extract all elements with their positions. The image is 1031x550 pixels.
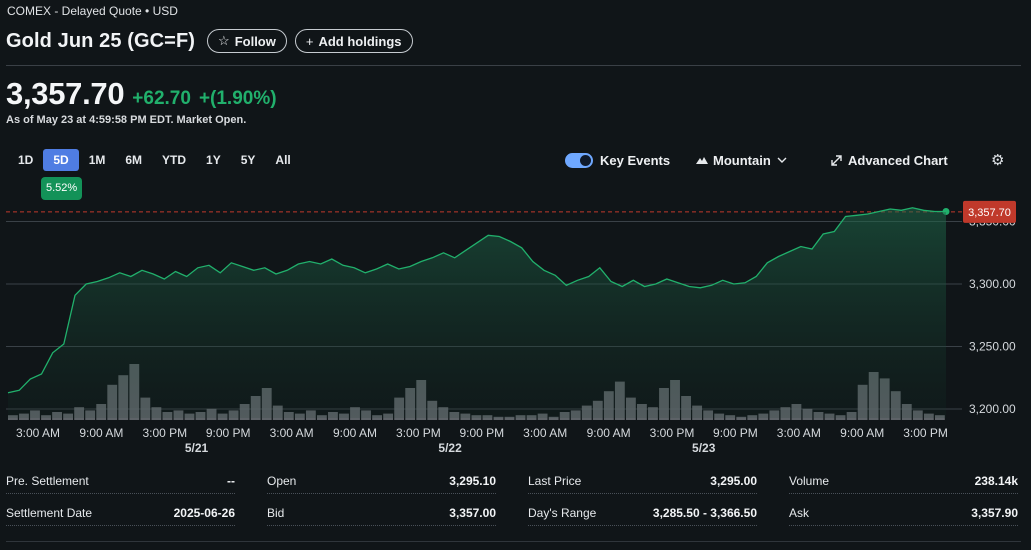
stat-ask: Ask 3,357.90 [789, 500, 1018, 526]
price-change: +62.70 [132, 88, 191, 109]
add-holdings-label: Add holdings [318, 33, 402, 49]
last-price-badge [963, 200, 1016, 223]
toggle-switch[interactable] [565, 152, 593, 168]
chart-type-dropdown[interactable]: Mountain [696, 150, 787, 170]
exchange-label: COMEX - Delayed Quote • USD [7, 4, 178, 18]
x-tick-label: 9:00 AM [79, 426, 123, 440]
stat-volume: Volume 238.14k [789, 468, 1018, 494]
title-row: Gold Jun 25 (GC=F) ☆ Follow + Add holdin… [6, 28, 413, 54]
page-title: Gold Jun 25 (GC=F) [6, 29, 196, 52]
day-label: 5/23 [692, 441, 716, 455]
stat-pre-settlement: Pre. Settlement -- [6, 468, 235, 494]
star-icon: ☆ [218, 33, 230, 48]
x-tick-label: 9:00 PM [206, 426, 251, 440]
stat-value: -- [227, 473, 235, 488]
day-label: 5/22 [438, 441, 462, 455]
volume-bar [504, 416, 515, 420]
mountain-icon [696, 157, 708, 164]
x-tick-label: 3:00 PM [650, 426, 695, 440]
x-tick-label: 3:00 AM [523, 426, 567, 440]
stat-value: 3,357.00 [449, 505, 496, 520]
range-tab-1d[interactable]: 1D [18, 153, 34, 167]
stat-value: 3,295.10 [449, 473, 496, 488]
settings-button[interactable]: ⚙ [991, 150, 1004, 170]
x-tick-label: 3:00 AM [777, 426, 821, 440]
stat-open: Open 3,295.10 [267, 468, 496, 494]
chevron-down-icon [777, 157, 787, 163]
x-tick-label: 3:00 PM [903, 426, 948, 440]
y-tick-label: 3,300.00 [969, 277, 1016, 291]
price-area [8, 207, 946, 418]
range-tab-1m[interactable]: 1M [88, 153, 106, 167]
stat-value: 2025-06-26 [173, 505, 235, 520]
volume-bar [736, 416, 747, 420]
range-tab-6m[interactable]: 6M [125, 153, 143, 167]
x-tick-label: 9:00 AM [587, 426, 631, 440]
toggle-knob [580, 154, 591, 166]
range-tab-ytd[interactable]: YTD [162, 153, 187, 167]
stat-label: Volume [789, 473, 830, 488]
stats-row: Pre. Settlement -- Open 3,295.10 Last Pric… [6, 468, 1018, 500]
stat-label: Day's Range [528, 505, 597, 520]
stat-bid: Bid 3,357.00 [267, 500, 496, 526]
x-tick-label: 9:00 AM [840, 426, 884, 440]
stat-value: 3,285.50 - 3,366.50 [652, 505, 757, 520]
stat-settlement-date: Settlement Date 2025-06-26 [6, 500, 235, 526]
price-change-percent: +(1.90%) [198, 88, 277, 109]
quote-row: 3,357.70 +62.70 +(1.90%) [6, 76, 277, 112]
stat-label: Last Price [528, 473, 582, 488]
stat-value: 3,295.00 [710, 473, 757, 488]
range-tab-all[interactable]: All [275, 153, 291, 167]
quote-timestamp: As of May 23 at 4:59:58 PM EDT. Market O… [6, 114, 247, 126]
stat-label: Bid [267, 505, 285, 520]
plus-icon: + [305, 33, 314, 49]
stats-row: Settlement Date 2025-06-26 Bid 3,357.00 Da… [6, 500, 1018, 532]
x-tick-label: 9:00 AM [333, 426, 377, 440]
range-tab-5d[interactable]: 5D [43, 149, 79, 171]
add-holdings-button[interactable]: + Add holdings [294, 29, 413, 53]
quote-stats: Pre. Settlement -- Open 3,295.10 Last Pric… [6, 468, 1018, 532]
follow-button[interactable]: ☆ Follow [207, 29, 287, 53]
stat-label: Open [267, 473, 297, 488]
day-label: 5/21 [185, 441, 209, 455]
range-tab-5y[interactable]: 5Y [240, 153, 256, 167]
expand-arrows-icon [831, 154, 842, 166]
x-tick-label: 9:00 PM [459, 426, 504, 440]
stat-label: Pre. Settlement [6, 473, 89, 488]
stat-label: Settlement Date [6, 505, 93, 520]
gear-icon: ⚙ [991, 152, 1005, 169]
volume-bar [548, 416, 559, 420]
x-tick-label: 9:00 PM [713, 426, 758, 440]
range-tab-1y[interactable]: 1Y [206, 153, 221, 167]
last-price: 3,357.70 [6, 76, 125, 111]
performance-badge: 5.52% [41, 177, 83, 200]
stat-last-price: Last Price 3,295.00 [528, 468, 757, 494]
stat-value: 3,357.90 [971, 505, 1018, 520]
y-tick-label: 3,200.00 [969, 402, 1016, 416]
last-price-label: 3,357.70 [968, 207, 1011, 219]
divider [6, 541, 1021, 542]
advanced-chart-label: Advanced Chart [848, 152, 948, 168]
stat-label: Ask [789, 505, 810, 520]
x-tick-label: 3:00 AM [16, 426, 60, 440]
x-tick-label: 3:00 PM [396, 426, 441, 440]
range-tabs: 1D 5D 1M 6M YTD 1Y 5Y All [8, 148, 301, 172]
key-events-toggle[interactable]: Key Events [565, 150, 670, 170]
y-tick-label: 3,250.00 [969, 340, 1016, 354]
volume-bar [493, 416, 504, 420]
price-chart[interactable]: 3,200.003,250.003,300.003,350.00 3:00 AM… [0, 195, 1031, 457]
advanced-chart-button[interactable]: Advanced Chart [830, 150, 948, 170]
key-events-label: Key Events [600, 152, 671, 168]
follow-label: Follow [234, 33, 276, 49]
divider [6, 65, 1021, 66]
chart-type-label: Mountain [713, 152, 771, 168]
price-line [7, 207, 946, 394]
stat-days-range: Day's Range 3,285.50 - 3,366.50 [528, 500, 757, 526]
x-tick-label: 3:00 PM [142, 426, 187, 440]
stat-value: 238.14k [974, 473, 1018, 488]
x-tick-label: 3:00 AM [270, 426, 314, 440]
